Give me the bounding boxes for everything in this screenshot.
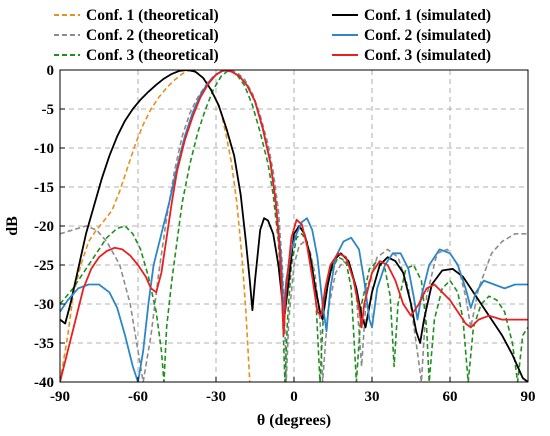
plot-area [60,70,528,382]
legend-label: Conf. 1 (theoretical) [86,7,219,24]
legend: Conf. 1 (theoretical) Conf. 2 (theoretica… [54,7,491,64]
y-tick-label: -20 [34,219,54,235]
x-tick-label: -90 [50,389,70,405]
ticks: -90 -60 -30 0 30 60 90 0 -5 -10 -15 -20 -25 -30 -35 -40 [34,63,536,405]
x-axis-title: θ (degrees) [257,412,331,429]
x-tick-label: 60 [443,389,458,405]
x-tick-label: 0 [290,389,298,405]
x-tick-label: -60 [128,389,148,405]
x-tick-label: -30 [206,389,226,405]
series-line-5 [60,70,528,382]
grid [60,70,528,382]
legend-label: Conf. 1 (simulated) [364,7,491,24]
x-tick-label: 90 [521,389,536,405]
series-line-1 [60,70,251,382]
y-tick-label: -5 [42,102,55,118]
series-line-6 [60,70,528,382]
legend-label: Conf. 3 (simulated) [364,47,491,64]
y-axis-title: dB [4,216,21,236]
series-layer [60,70,528,382]
legend-label: Conf. 2 (theoretical) [86,27,219,44]
legend-label: Conf. 3 (theoretical) [86,47,219,64]
y-tick-label: -25 [34,258,54,274]
y-tick-label: -15 [34,180,54,196]
y-tick-label: -35 [34,336,54,352]
legend-label: Conf. 2 (simulated) [364,27,491,44]
y-tick-label: 0 [47,63,55,79]
y-tick-label: -40 [34,375,54,391]
x-tick-label: 30 [365,389,380,405]
y-tick-label: -30 [34,297,54,313]
y-tick-label: -10 [34,141,54,157]
